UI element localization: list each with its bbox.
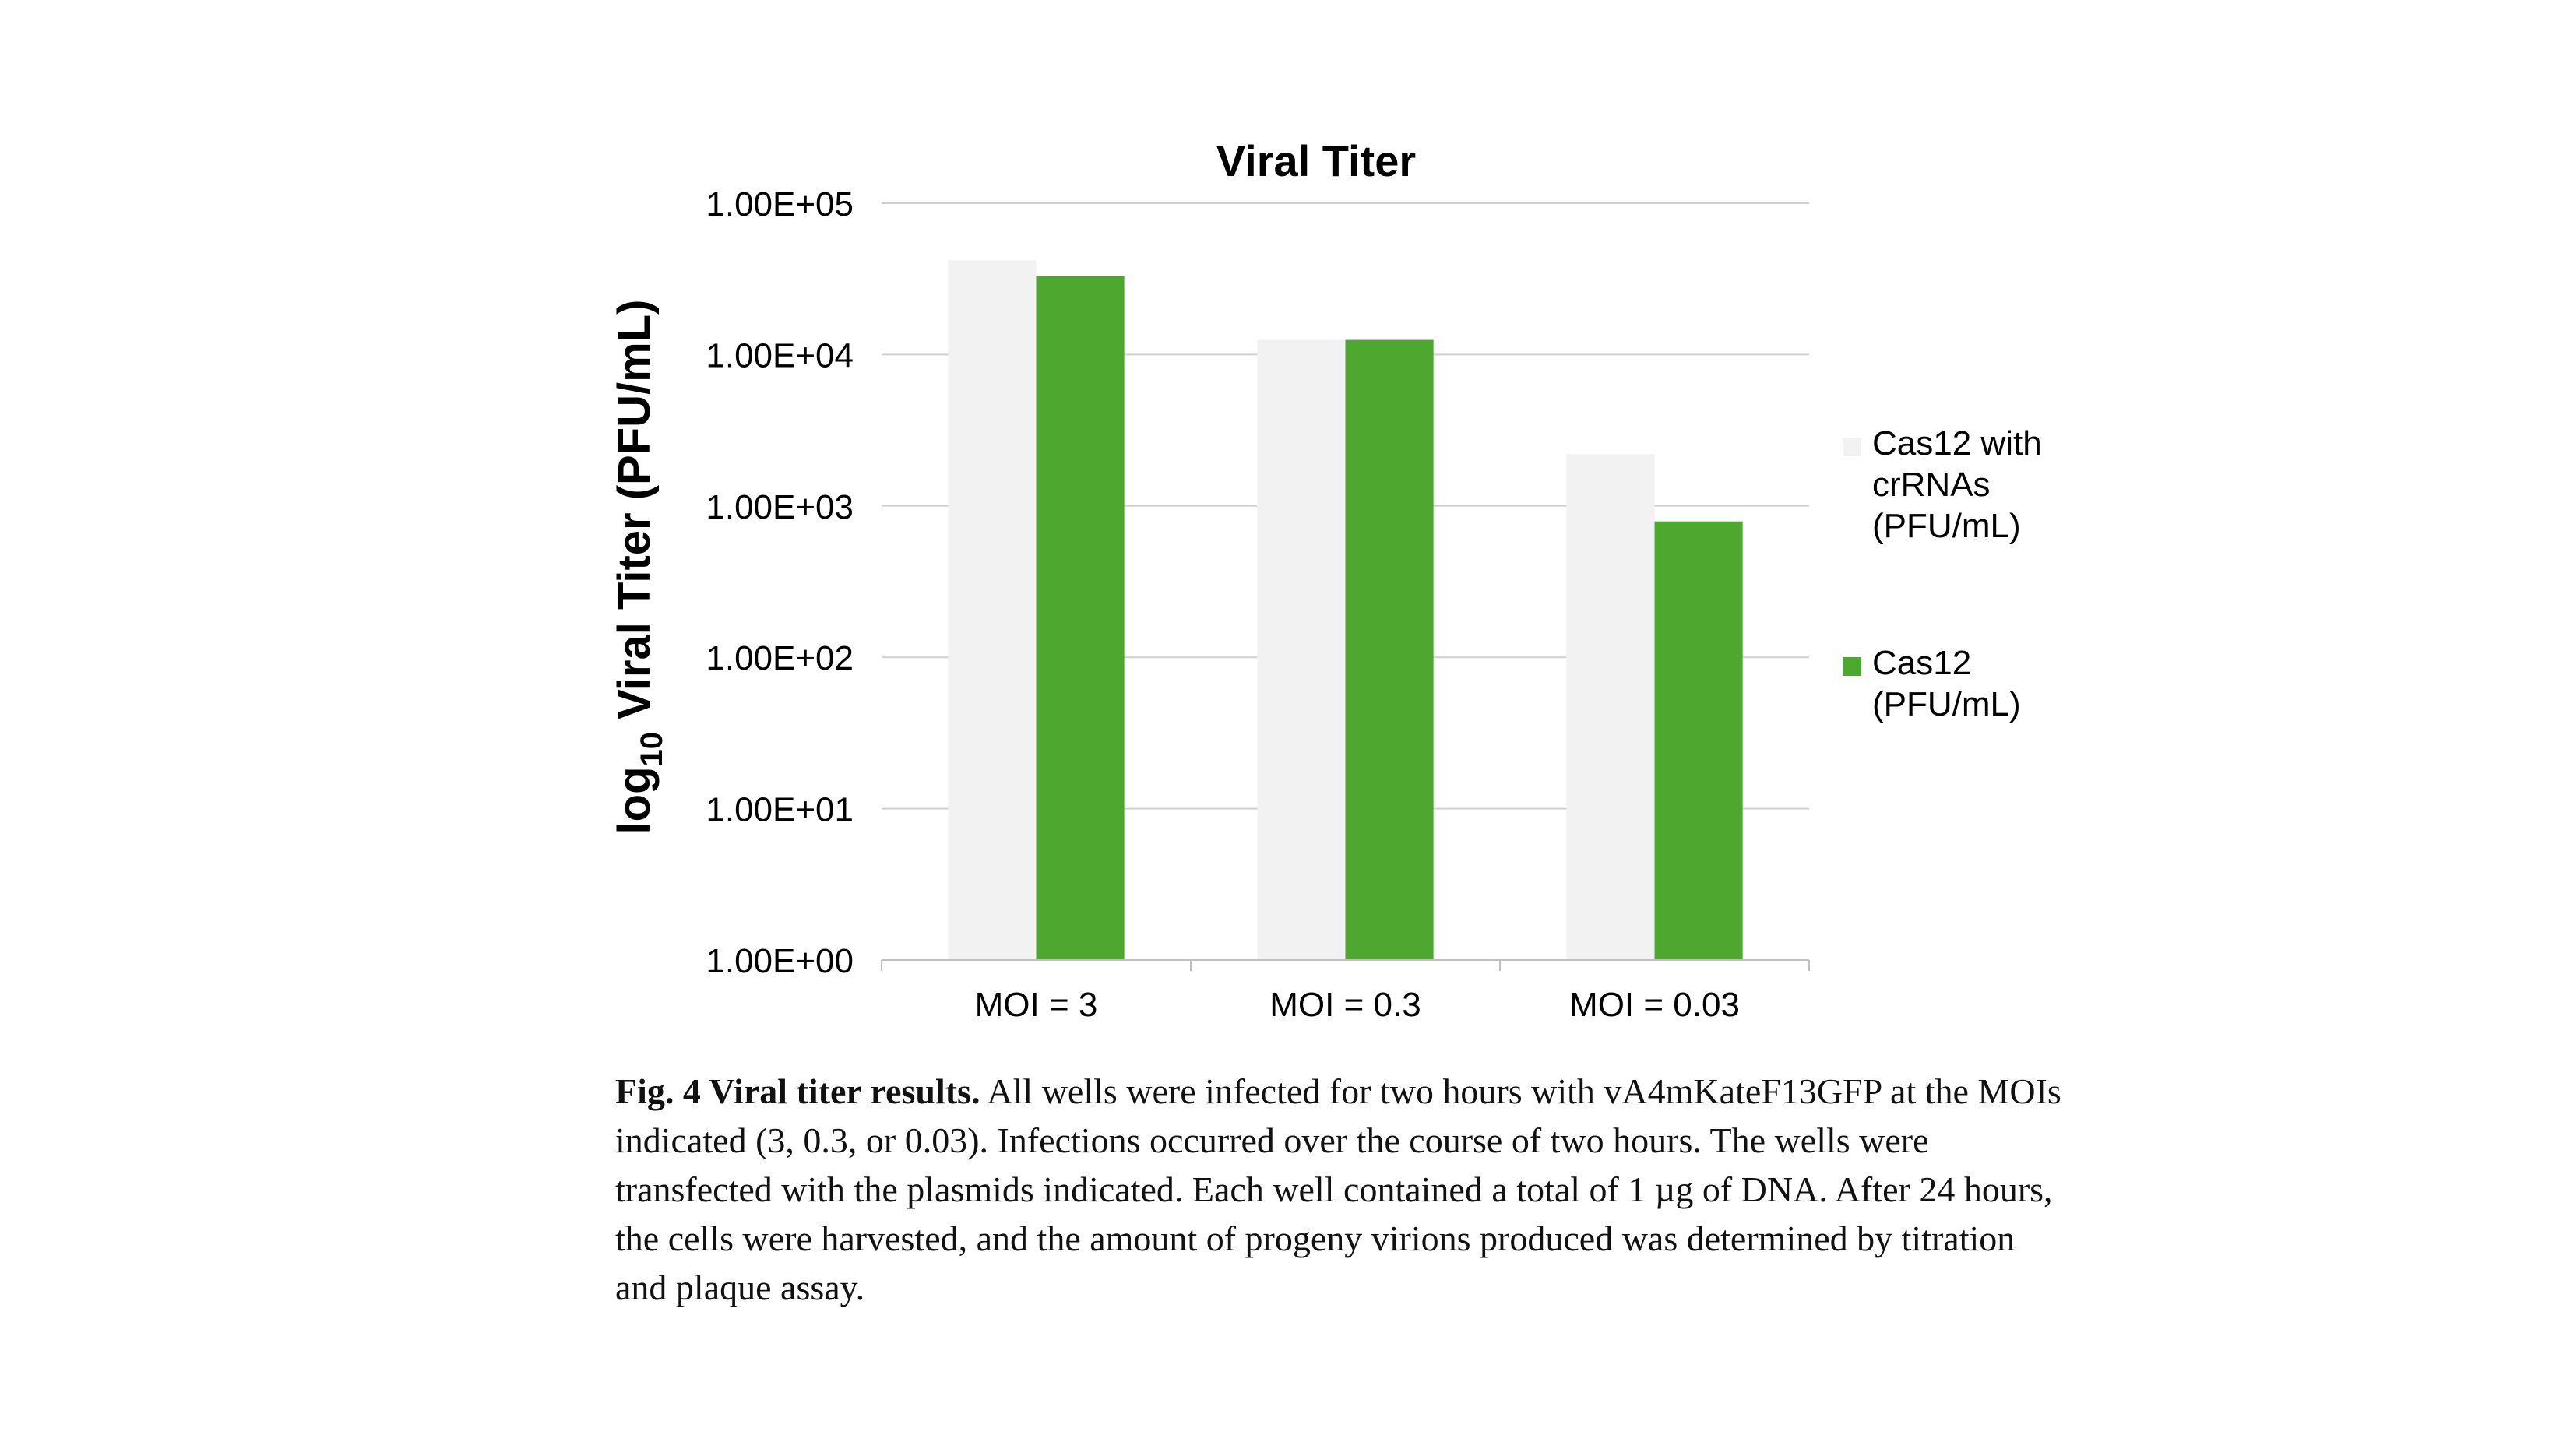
legend-label: Cas12 with xyxy=(1872,424,2042,462)
y-tick-label: 1.00E+04 xyxy=(706,336,854,375)
y-tick-label: 1.00E+02 xyxy=(706,639,854,677)
chart-title: Viral Titer xyxy=(1216,136,1416,185)
x-tick-label: MOI = 0.03 xyxy=(1569,986,1740,1024)
bar xyxy=(1036,276,1125,960)
legend-swatch xyxy=(1843,438,1861,456)
x-tick-label: MOI = 3 xyxy=(975,986,1098,1024)
bar xyxy=(1654,521,1743,960)
y-tick-label: 1.00E+01 xyxy=(706,791,854,829)
bar xyxy=(1257,339,1346,961)
y-axis-ticks: 1.00E+00 1.00E+01 1.00E+02 1.00E+03 1.00E+04… xyxy=(706,185,854,980)
legend-label: crRNAs xyxy=(1872,466,1991,504)
legend-label: (PFU/mL) xyxy=(1872,685,2021,723)
legend-label: Cas12 xyxy=(1872,644,1971,682)
y-tick-label: 1.00E+00 xyxy=(706,942,854,980)
y-tick-label: 1.00E+05 xyxy=(706,185,854,223)
bar xyxy=(1345,339,1434,961)
caption-lead: Fig. 4 Viral titer results. xyxy=(615,1071,980,1111)
legend-swatch xyxy=(1843,657,1861,676)
bars xyxy=(948,260,1743,961)
legend-label: (PFU/mL) xyxy=(1872,507,2021,545)
bar xyxy=(948,260,1037,960)
bar xyxy=(1566,454,1655,960)
y-axis-label: log10 Viral Titer (PFU/mL) xyxy=(609,300,669,835)
x-tick-label: MOI = 0.3 xyxy=(1269,986,1421,1024)
y-tick-label: 1.00E+03 xyxy=(706,488,854,526)
caption-body: All wells were infected for two hours wi… xyxy=(615,1071,2061,1307)
x-axis: MOI = 3 MOI = 0.3 MOI = 0.03 xyxy=(881,959,1810,1024)
figure-caption: Fig. 4 Viral titer results. All wells we… xyxy=(615,1067,2064,1312)
